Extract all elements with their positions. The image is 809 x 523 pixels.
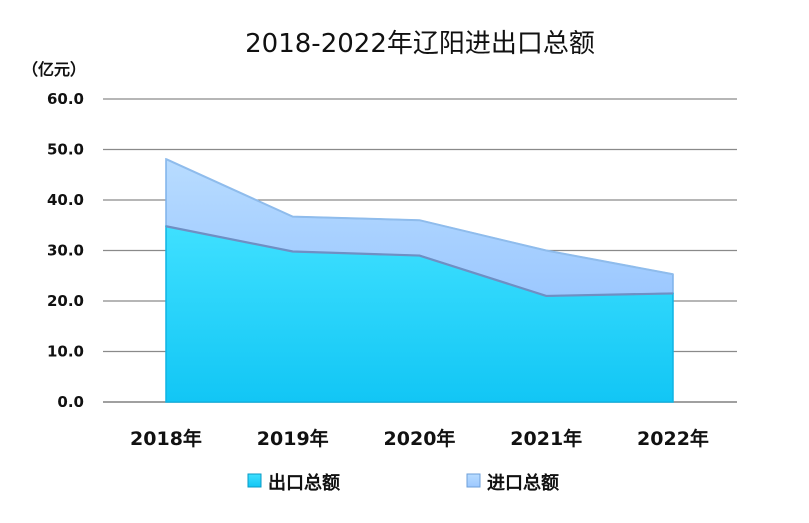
legend-swatch-export xyxy=(247,473,262,488)
y-tick-label: 60.0 xyxy=(47,90,84,108)
series-line-import xyxy=(165,158,674,276)
area-layer xyxy=(165,157,674,403)
legend-swatch-import xyxy=(466,473,481,488)
legend: 出口总额 进口总额 xyxy=(247,472,559,494)
y-tick-label: 40.0 xyxy=(47,191,84,209)
legend-label-export: 出口总额 xyxy=(268,472,340,494)
y-tick-label: 50.0 xyxy=(47,141,84,159)
x-tick-label: 2022年 xyxy=(637,427,709,450)
x-axis: 2018年 2019年 2020年 2021年 2022年 xyxy=(130,427,709,450)
y-unit-label: （亿元） xyxy=(22,60,86,79)
y-tick-label: 10.0 xyxy=(47,343,84,361)
y-tick-label: 0.0 xyxy=(57,393,84,411)
x-tick-label: 2021年 xyxy=(510,427,582,450)
x-tick-label: 2018年 xyxy=(130,427,202,450)
x-tick-label: 2019年 xyxy=(257,427,329,450)
y-axis: 0.0 10.0 20.0 30.0 40.0 50.0 60.0 xyxy=(47,90,84,411)
legend-label-import: 进口总额 xyxy=(487,472,559,494)
x-tick-label: 2020年 xyxy=(384,427,456,450)
chart-title: 2018-2022年辽阳进出口总额 xyxy=(245,29,595,59)
y-tick-label: 30.0 xyxy=(47,242,84,260)
series-line-export xyxy=(165,225,674,298)
y-tick-label: 20.0 xyxy=(47,292,84,310)
